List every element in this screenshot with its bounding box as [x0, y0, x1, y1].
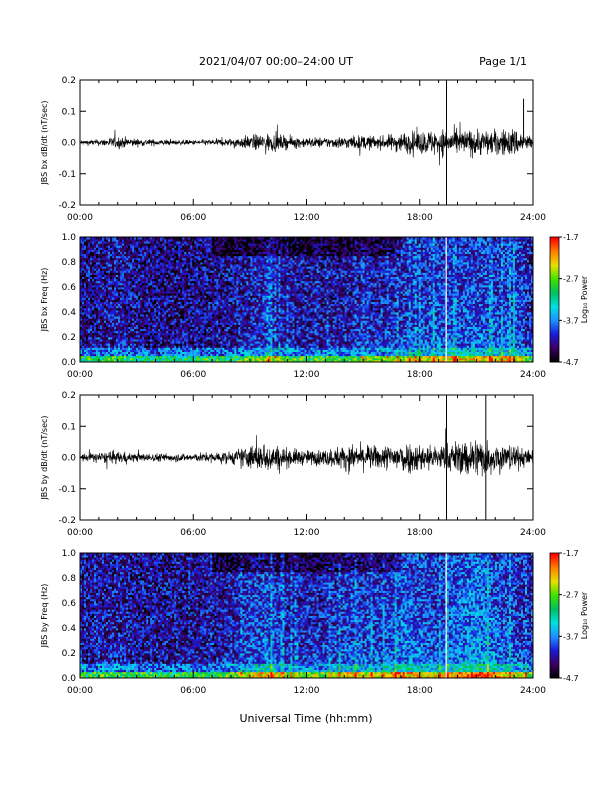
page-title: 2021/04/07 00:00–24:00 UT — [199, 55, 353, 68]
y-tick-label: 0.2 — [62, 333, 76, 343]
y-tick-label: 0.0 — [62, 139, 77, 149]
y-axis-label: JBS bx dB/dt (nT/sec) — [40, 100, 49, 185]
y-tick-label: 0.8 — [62, 258, 77, 268]
y-tick-label: -0.1 — [58, 170, 76, 180]
x-tick-label: 24:00 — [520, 213, 546, 223]
x-axis-title: Universal Time (hh:mm) — [240, 712, 373, 725]
series-line — [80, 122, 533, 166]
spectrogram — [80, 237, 533, 362]
y-tick-label: -0.2 — [58, 201, 76, 211]
x-tick-label: 00:00 — [67, 213, 93, 223]
y-tick-label: 0.4 — [62, 308, 77, 318]
x-tick-label: 06:00 — [180, 213, 206, 223]
y-tick-label: 1.0 — [62, 233, 77, 243]
y-axis-label: JBS bx Freq (Hz) — [40, 268, 49, 333]
panels: 0.2 0.1 0.0 -0.1 -0.2 JBS bx dB/dt (nT/sec) 00… — [40, 76, 589, 696]
y-tick-label: 0.2 — [62, 76, 76, 86]
y-tick-label: 0.0 — [62, 358, 77, 368]
figure: 2021/04/07 00:00–24:00 UT Page 1/1 Unive… — [0, 0, 612, 792]
x-tick-label: 12:00 — [294, 213, 320, 223]
page-number: Page 1/1 — [479, 55, 527, 68]
y-tick-label: 0.1 — [62, 107, 76, 117]
x-tick-label: 18:00 — [407, 213, 433, 223]
y-tick-label: 0.6 — [62, 283, 77, 293]
